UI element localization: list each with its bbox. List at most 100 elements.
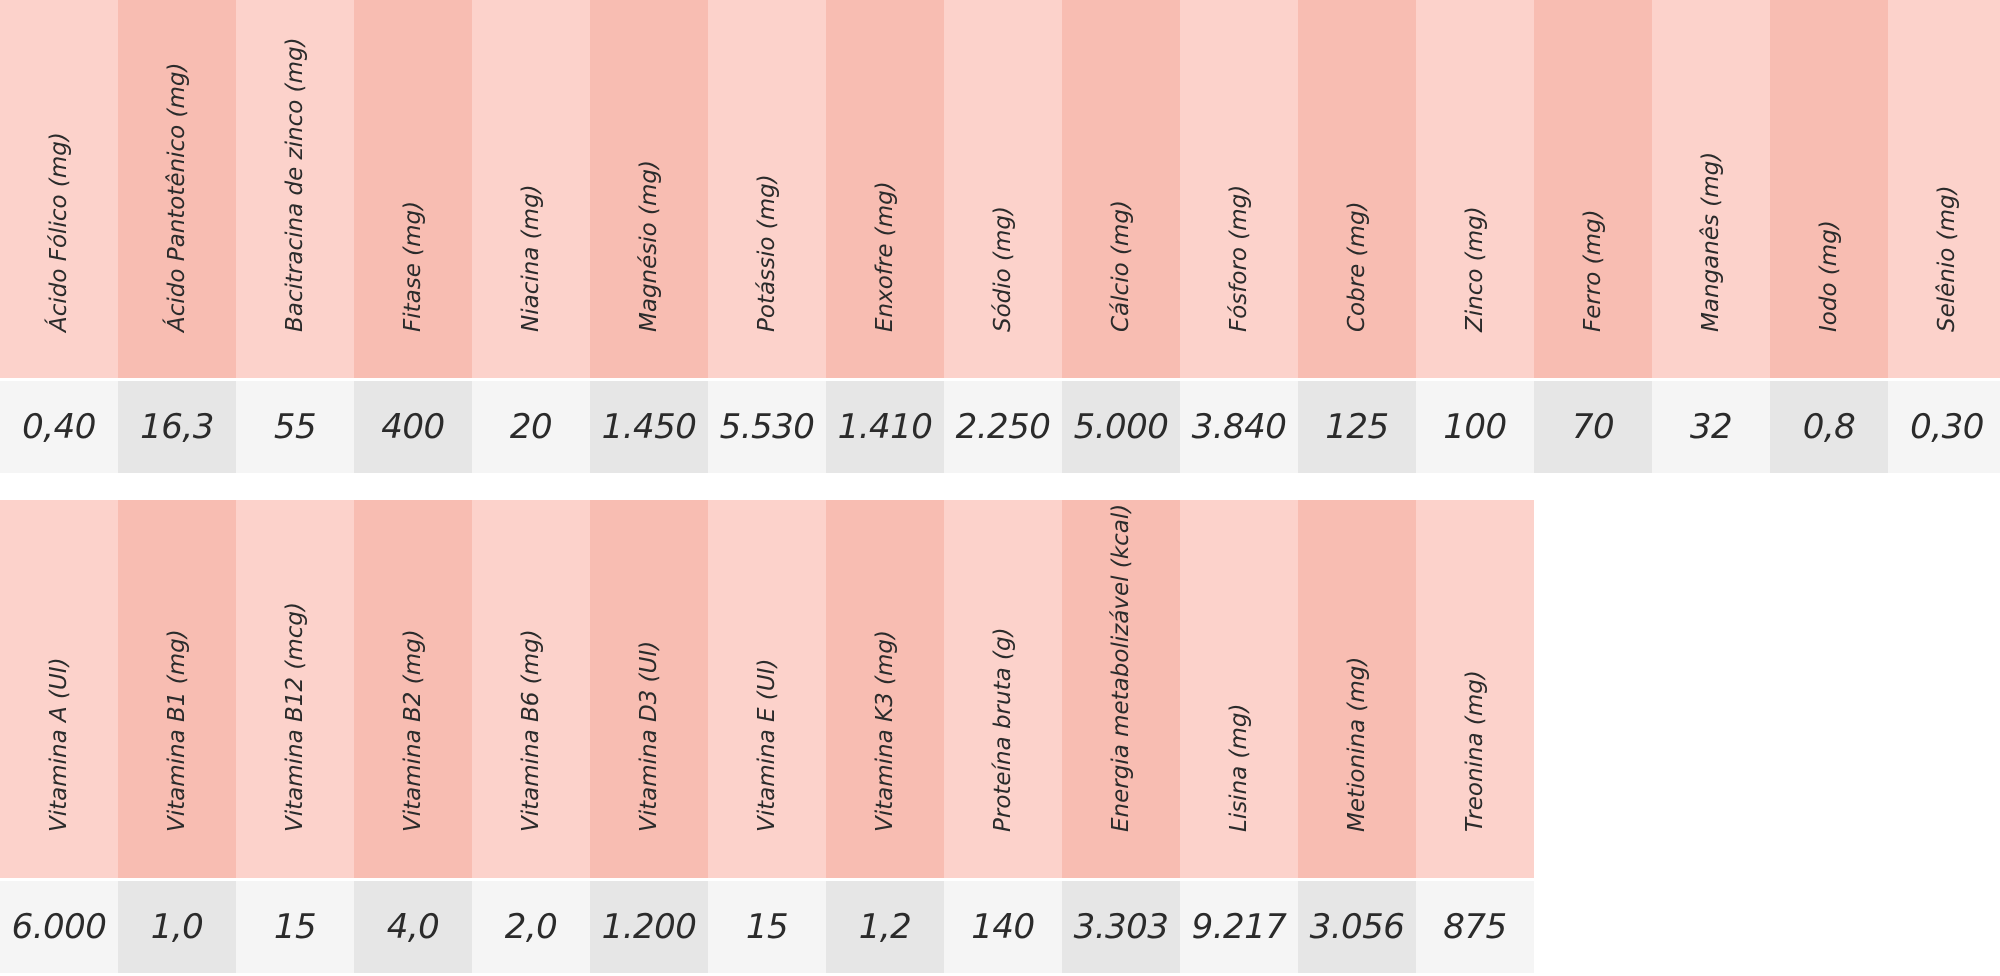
table-column: Zinco (mg) 100 <box>1416 0 1534 473</box>
column-header: Ferro (mg) <box>1534 0 1652 378</box>
table-column: Treonina (mg) 875 <box>1416 500 1534 973</box>
table-column: Manganês (mg) 32 <box>1652 0 1770 473</box>
column-value: 3.840 <box>1180 381 1298 473</box>
column-value: 400 <box>354 381 472 473</box>
column-header: Enxofre (mg) <box>826 0 944 378</box>
column-value: 15 <box>708 881 826 973</box>
column-header: Magnésio (mg) <box>590 0 708 378</box>
column-header-label: Vitamina B2 (mg) <box>400 629 426 832</box>
column-value: 6.000 <box>0 881 118 973</box>
column-value: 140 <box>944 881 1062 973</box>
column-value: 4,0 <box>354 881 472 973</box>
column-header-label: Ácido Fólico (mg) <box>46 132 72 332</box>
table-column: Fósforo (mg) 3.840 <box>1180 0 1298 473</box>
column-header: Ácido Fólico (mg) <box>0 0 118 378</box>
table-column: Vitamina A (UI) 6.000 <box>0 500 118 973</box>
column-header-label: Metionina (mg) <box>1344 656 1370 832</box>
table-column: Ácido Pantotênico (mg) 16,3 <box>118 0 236 473</box>
table-column: Vitamina B6 (mg) 2,0 <box>472 500 590 973</box>
table-column: Vitamina K3 (mg) 1,2 <box>826 500 944 973</box>
column-value: 1.450 <box>590 381 708 473</box>
column-header: Vitamina K3 (mg) <box>826 500 944 878</box>
column-header-label: Energia metabolizável (kcal) <box>1108 503 1134 832</box>
column-value: 0,40 <box>0 381 118 473</box>
column-header: Bacitracina de zinco (mg) <box>236 0 354 378</box>
column-header: Lisina (mg) <box>1180 500 1298 878</box>
column-header: Cálcio (mg) <box>1062 0 1180 378</box>
table-column: Vitamina B1 (mg) 1,0 <box>118 500 236 973</box>
column-header-label: Vitamina B6 (mg) <box>518 629 544 832</box>
table-column: Cálcio (mg) 5.000 <box>1062 0 1180 473</box>
column-header-label: Enxofre (mg) <box>872 181 898 332</box>
table-column: Potássio (mg) 5.530 <box>708 0 826 473</box>
table-column: Fitase (mg) 400 <box>354 0 472 473</box>
column-header-label: Magnésio (mg) <box>636 160 662 332</box>
column-header-label: Cobre (mg) <box>1344 201 1370 332</box>
column-header-label: Vitamina D3 (UI) <box>636 640 662 832</box>
column-value: 3.056 <box>1298 881 1416 973</box>
column-header: Fitase (mg) <box>354 0 472 378</box>
column-value: 1.410 <box>826 381 944 473</box>
column-value: 3.303 <box>1062 881 1180 973</box>
column-header-label: Niacina (mg) <box>518 184 544 332</box>
table-column: Energia metabolizável (kcal) 3.303 <box>1062 500 1180 973</box>
table-column: Ferro (mg) 70 <box>1534 0 1652 473</box>
column-header-label: Zinco (mg) <box>1462 206 1488 332</box>
column-header: Vitamina E (UI) <box>708 500 826 878</box>
column-header-label: Manganês (mg) <box>1698 151 1724 332</box>
column-value: 125 <box>1298 381 1416 473</box>
table-column: Vitamina B12 (mcg) 15 <box>236 500 354 973</box>
nutrient-table-minerals: Ácido Fólico (mg) 0,40 Ácido Pantotênico (… <box>0 0 2000 473</box>
column-header-label: Vitamina E (UI) <box>754 658 780 832</box>
column-header-label: Fósforo (mg) <box>1226 184 1252 332</box>
column-value: 2.250 <box>944 381 1062 473</box>
column-header-label: Proteína bruta (g) <box>990 627 1016 832</box>
column-header: Iodo (mg) <box>1770 0 1888 378</box>
column-value: 15 <box>236 881 354 973</box>
column-value: 5.530 <box>708 381 826 473</box>
column-value: 1,0 <box>118 881 236 973</box>
column-header: Treonina (mg) <box>1416 500 1534 878</box>
table-column: Vitamina E (UI) 15 <box>708 500 826 973</box>
table-column: Vitamina B2 (mg) 4,0 <box>354 500 472 973</box>
column-value: 16,3 <box>118 381 236 473</box>
column-header: Niacina (mg) <box>472 0 590 378</box>
table-column: Lisina (mg) 9.217 <box>1180 500 1298 973</box>
table-column: Proteína bruta (g) 140 <box>944 500 1062 973</box>
column-header: Potássio (mg) <box>708 0 826 378</box>
table-column: Cobre (mg) 125 <box>1298 0 1416 473</box>
column-header: Vitamina A (UI) <box>0 500 118 878</box>
column-header: Energia metabolizável (kcal) <box>1062 500 1180 878</box>
column-header: Vitamina B6 (mg) <box>472 500 590 878</box>
column-value: 55 <box>236 381 354 473</box>
column-header-label: Iodo (mg) <box>1816 220 1842 332</box>
column-value: 875 <box>1416 881 1534 973</box>
column-header: Manganês (mg) <box>1652 0 1770 378</box>
table-column: Selênio (mg) 0,30 <box>1888 0 2000 473</box>
column-header: Sódio (mg) <box>944 0 1062 378</box>
column-value: 20 <box>472 381 590 473</box>
column-header-label: Lisina (mg) <box>1226 703 1252 832</box>
table-column: Enxofre (mg) 1.410 <box>826 0 944 473</box>
column-header: Vitamina D3 (UI) <box>590 500 708 878</box>
column-header-label: Sódio (mg) <box>990 206 1016 332</box>
table-column: Ácido Fólico (mg) 0,40 <box>0 0 118 473</box>
column-header: Vitamina B1 (mg) <box>118 500 236 878</box>
column-header: Selênio (mg) <box>1888 0 2000 378</box>
column-header-label: Ácido Pantotênico (mg) <box>164 62 190 333</box>
column-value: 5.000 <box>1062 381 1180 473</box>
column-value: 1.200 <box>590 881 708 973</box>
column-header: Fósforo (mg) <box>1180 0 1298 378</box>
table-column: Vitamina D3 (UI) 1.200 <box>590 500 708 973</box>
column-header: Vitamina B12 (mcg) <box>236 500 354 878</box>
column-value: 1,2 <box>826 881 944 973</box>
column-header: Metionina (mg) <box>1298 500 1416 878</box>
column-header-label: Vitamina B1 (mg) <box>164 629 190 832</box>
column-value: 0,8 <box>1770 381 1888 473</box>
column-header: Vitamina B2 (mg) <box>354 500 472 878</box>
column-header: Zinco (mg) <box>1416 0 1534 378</box>
column-value: 32 <box>1652 381 1770 473</box>
column-header-label: Ferro (mg) <box>1580 209 1606 332</box>
column-value: 9.217 <box>1180 881 1298 973</box>
column-header: Ácido Pantotênico (mg) <box>118 0 236 378</box>
